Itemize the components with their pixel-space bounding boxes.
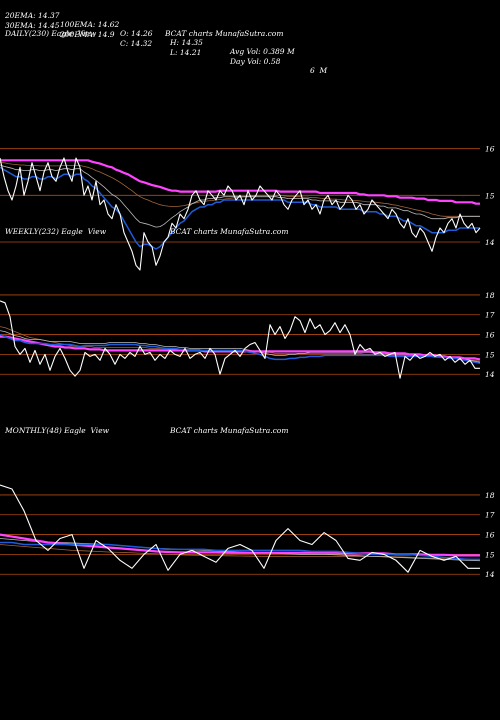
y-tick-label: 16 (485, 331, 495, 340)
series-line-price (0, 484, 480, 573)
series-line-ema-magenta (0, 335, 481, 361)
avg-vol-label: Avg Vol: 0.389 M (230, 47, 295, 56)
series-line-ma-brown (0, 544, 481, 560)
series-line-ema-magenta (0, 159, 480, 205)
y-tick-label: 14 (485, 238, 495, 247)
header-row1: 20EMA: 14.37 100EMA: 14.62 O: 14.26 H: 1… (5, 2, 295, 56)
y-tick-label: 15 (485, 350, 495, 359)
series-line-ema-blue (0, 166, 480, 250)
series-line-ma-brown (0, 162, 480, 217)
series-line-price (0, 300, 480, 379)
y-tick-label: 18 (485, 491, 495, 500)
y-tick-label: 16 (485, 531, 495, 540)
series-line-ema-blue (0, 541, 480, 561)
y-tick-label: 14 (485, 370, 495, 379)
y-tick-label: 16 (485, 145, 495, 154)
daily-panel-title: DAILY(230) Eagle View (5, 29, 97, 38)
y-tick-label: 14 (485, 570, 495, 579)
series-line-price (0, 157, 481, 271)
y-tick-label: 17 (485, 511, 495, 520)
ema100-label: 100EMA: 14.62 (60, 20, 120, 29)
day-vol-label: Day Vol: 0.58 (230, 57, 281, 66)
y-tick-label: 18 (485, 291, 495, 300)
y-tick-label: 17 (485, 311, 495, 320)
daily-watermark: BCAT charts MunafaSutra.com (165, 29, 284, 38)
open-label: O: 14.26 (120, 29, 153, 38)
period-label: 6 M (310, 66, 328, 75)
weekly-watermark: BCAT charts MunafaSutra.com (170, 227, 289, 236)
monthly-watermark: BCAT charts MunafaSutra.com (170, 426, 289, 435)
ema30-label: 30EMA: 14.45 (5, 21, 60, 30)
series-line-ema-blue (0, 333, 481, 365)
ema20-label: 20EMA: 14.37 (5, 11, 60, 20)
low-label: L: 14.21 (170, 48, 202, 57)
header-row2: 30EMA: 14.45 200EMA: 14.9 C: 14.32 L: 14… (5, 12, 327, 75)
y-tick-label: 15 (485, 191, 495, 200)
y-tick-label: 15 (485, 550, 495, 559)
high-label: H: 14.35 (170, 38, 203, 47)
ema200-label: 200EMA: 14.9 (60, 30, 115, 39)
weekly-panel-title: WEEKLY(232) Eagle View (5, 227, 107, 236)
close-label: C: 14.32 (120, 39, 153, 48)
monthly-panel-title: MONTHLY(48) Eagle View (5, 426, 110, 435)
